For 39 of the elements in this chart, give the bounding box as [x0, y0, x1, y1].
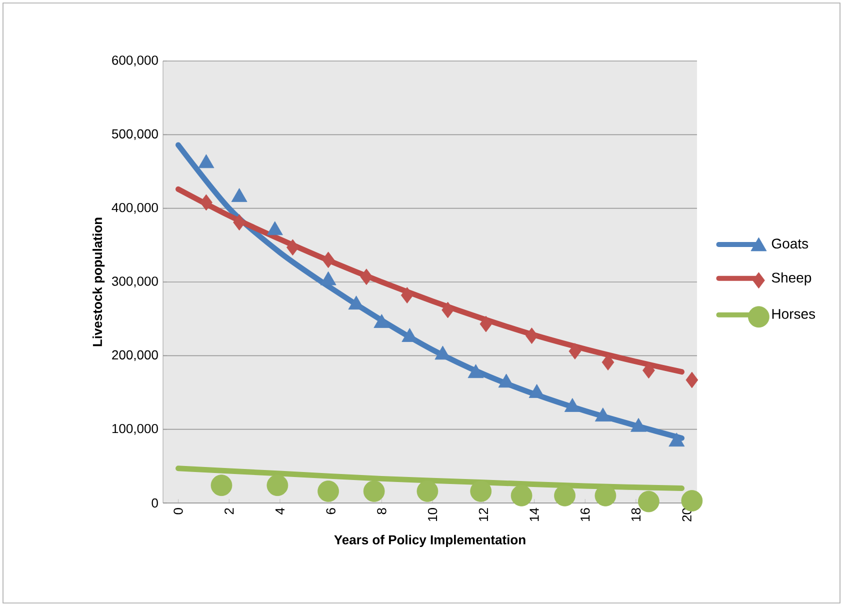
x-tick-label: 18	[631, 508, 641, 522]
x-tick-label: 4	[276, 508, 284, 514]
y-tick-label: 200,000	[112, 350, 158, 362]
x-axis-title: Years of Policy Implementation	[334, 534, 526, 547]
x-tick-label: 10	[428, 508, 438, 522]
y-tick-label: 400,000	[112, 202, 158, 214]
x-tick-label: 16	[580, 508, 590, 522]
y-tick-label: 600,000	[112, 56, 158, 66]
x-tick-label: 0	[174, 508, 183, 514]
y-tick-label: 300,000	[112, 276, 158, 288]
x-tick-label: 6	[326, 508, 336, 514]
point	[442, 302, 454, 318]
x-tick-label: 2	[224, 508, 234, 514]
y-tick-label: 500,000	[112, 129, 158, 140]
point	[286, 239, 299, 256]
point	[322, 252, 334, 268]
point	[480, 316, 492, 332]
point	[200, 194, 212, 211]
point	[526, 328, 538, 344]
legend-label: Sheep	[772, 272, 812, 286]
y-axis-title: Livestock population	[92, 218, 105, 346]
point	[266, 474, 288, 496]
point	[416, 480, 438, 502]
legend-label: Horses	[772, 309, 816, 319]
point	[568, 343, 582, 360]
x-tick-label: 14	[530, 508, 539, 522]
point	[510, 484, 532, 506]
y-tick-label: 0	[152, 498, 158, 508]
y-tick-label: 100,000	[112, 424, 158, 435]
point	[400, 287, 414, 304]
point	[360, 268, 373, 286]
point	[318, 480, 339, 502]
point	[363, 480, 385, 502]
legend-label: Goats	[772, 238, 808, 249]
point	[233, 214, 246, 231]
point	[210, 474, 232, 496]
x-tick-label: 8	[377, 508, 386, 514]
x-tick-label: 12	[478, 508, 488, 522]
point	[686, 372, 698, 388]
